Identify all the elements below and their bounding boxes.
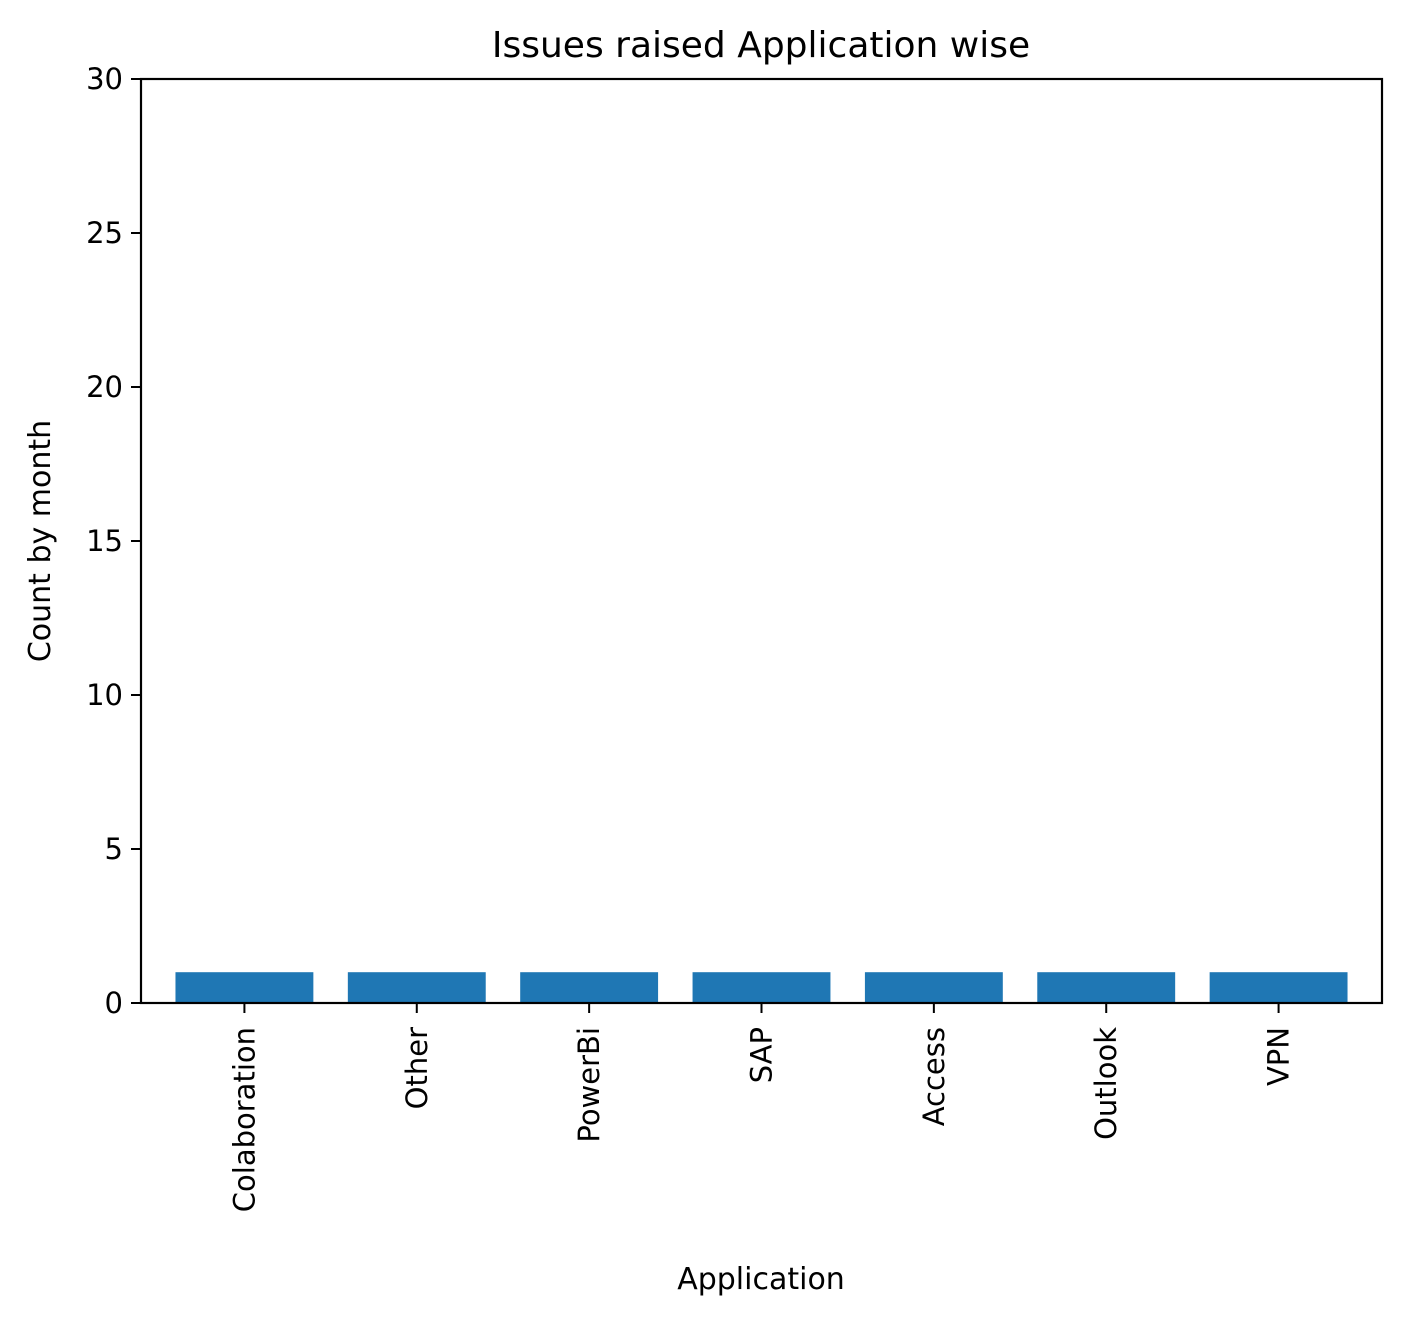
bar-access xyxy=(864,972,1003,1003)
y-tick-label: 20 xyxy=(86,370,123,404)
bar-vpn xyxy=(1209,972,1348,1003)
bar-colaboration xyxy=(175,972,314,1003)
x-tick-label-other: Other xyxy=(400,1027,434,1109)
y-tick-label: 5 xyxy=(105,832,123,866)
bar-other xyxy=(347,972,486,1003)
x-tick-label-sap: SAP xyxy=(745,1027,779,1083)
y-tick-label: 25 xyxy=(86,216,123,250)
x-axis-ticks: Colaboration Other PowerBi SAP Access Outlook… xyxy=(227,1003,1296,1212)
x-tick-label-outlook: Outlook xyxy=(1089,1027,1123,1140)
bar-sap xyxy=(692,972,831,1003)
bars-layer xyxy=(175,972,1348,1003)
y-axis-label: Count by month xyxy=(23,420,58,662)
x-axis-label: Application xyxy=(677,1262,845,1297)
chart-title: Issues raised Application wise xyxy=(492,25,1030,66)
bar-powerbi xyxy=(520,972,659,1003)
x-tick-label-access: Access xyxy=(917,1027,951,1126)
y-tick-label: 15 xyxy=(86,524,123,558)
x-tick-label-vpn: VPN xyxy=(1262,1027,1296,1086)
x-tick-label-colaboration: Colaboration xyxy=(227,1027,261,1212)
bar-outlook xyxy=(1037,972,1176,1003)
x-tick-label-powerbi: PowerBi xyxy=(572,1027,606,1143)
plot-area-frame xyxy=(139,77,1384,1005)
y-tick-label: 10 xyxy=(86,678,123,712)
y-axis-ticks: 0 5 10 15 20 25 30 xyxy=(86,62,141,1020)
y-tick-label: 0 xyxy=(105,986,123,1020)
y-tick-label: 30 xyxy=(86,62,123,96)
